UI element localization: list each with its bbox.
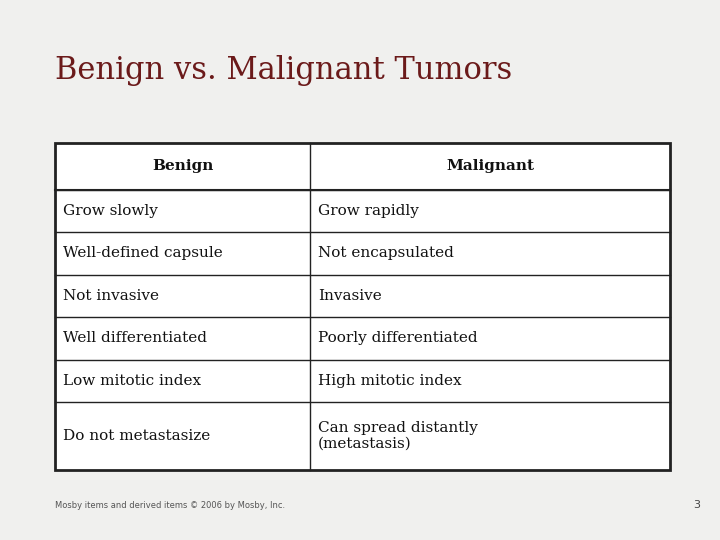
Text: Mosby items and derived items © 2006 by Mosby, Inc.: Mosby items and derived items © 2006 by … <box>55 501 285 510</box>
Text: Malignant: Malignant <box>446 159 534 173</box>
Bar <box>55 143 670 470</box>
Text: Not encapsulated: Not encapsulated <box>318 246 454 260</box>
Text: Can spread distantly
(metastasis): Can spread distantly (metastasis) <box>318 421 478 451</box>
Text: Not invasive: Not invasive <box>63 289 159 303</box>
Text: 3: 3 <box>693 500 700 510</box>
Text: Poorly differentiated: Poorly differentiated <box>318 332 477 346</box>
Text: Invasive: Invasive <box>318 289 382 303</box>
Text: Grow rapidly: Grow rapidly <box>318 204 419 218</box>
Text: Low mitotic index: Low mitotic index <box>63 374 201 388</box>
Text: Do not metastasize: Do not metastasize <box>63 429 210 443</box>
Text: Benign vs. Malignant Tumors: Benign vs. Malignant Tumors <box>55 55 512 86</box>
Text: Grow slowly: Grow slowly <box>63 204 158 218</box>
Text: Well differentiated: Well differentiated <box>63 332 207 346</box>
Text: High mitotic index: High mitotic index <box>318 374 462 388</box>
Bar <box>55 143 670 190</box>
Text: Well-defined capsule: Well-defined capsule <box>63 246 222 260</box>
Bar <box>55 143 670 470</box>
Text: Benign: Benign <box>152 159 213 173</box>
